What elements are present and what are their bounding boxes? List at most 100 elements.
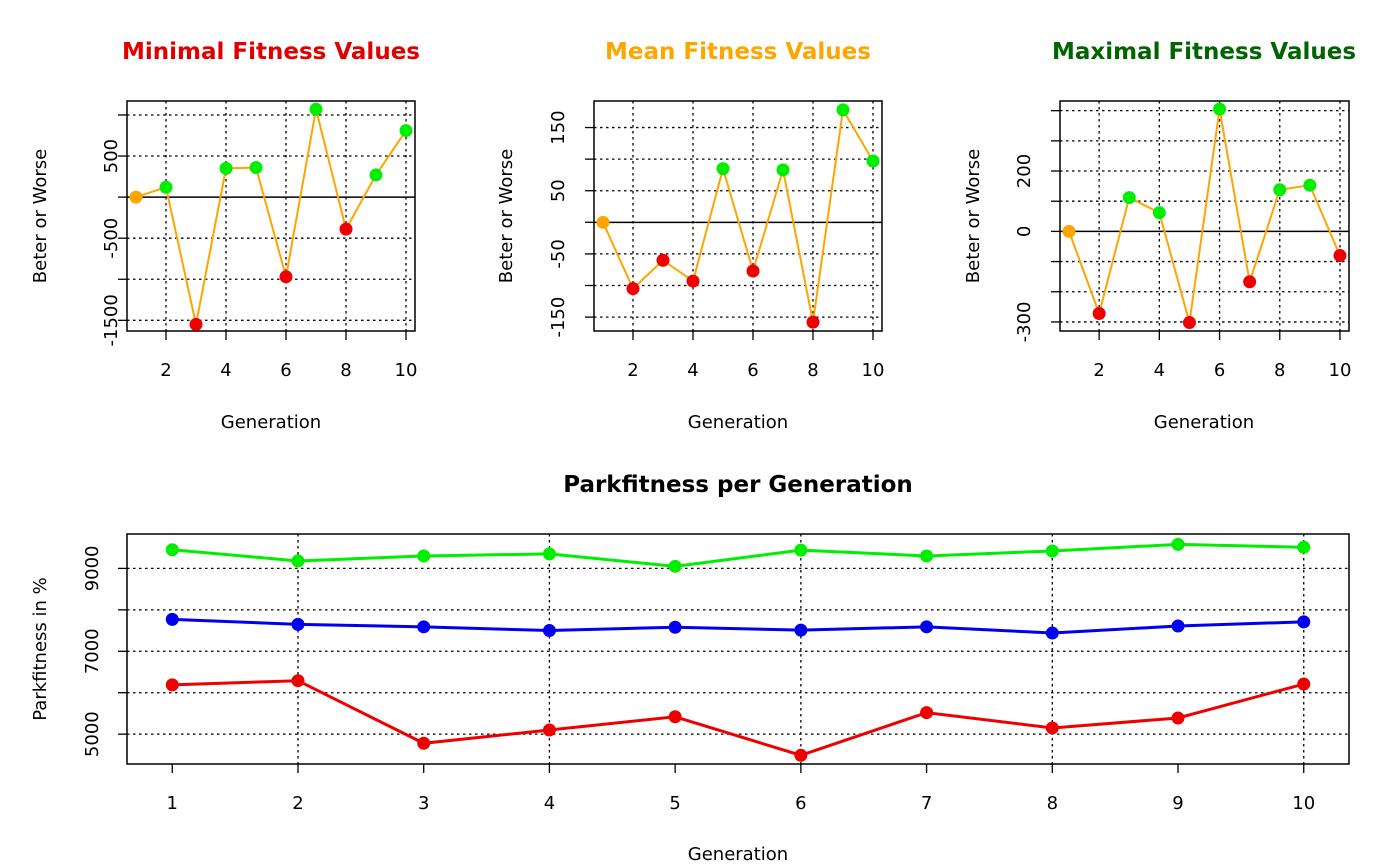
panel-mean-fitness: Mean Fitness Values Generation Beter or …: [496, 39, 884, 433]
data-point: [417, 549, 431, 563]
x-tick-label: 6: [747, 360, 758, 381]
x-tick-label: 6: [795, 793, 806, 814]
data-point: [776, 163, 790, 177]
x-tick-label: 2: [292, 793, 303, 814]
data-point: [369, 168, 383, 182]
plot-area: 2 4 6 8 10 -150 -50 50 150: [548, 100, 885, 381]
data-point: [1213, 102, 1227, 116]
series-line: [602, 106, 874, 323]
x-tick-label: 10: [862, 360, 885, 381]
data-point: [668, 710, 682, 724]
data-point: [542, 723, 556, 737]
data-point: [1182, 316, 1196, 330]
x-axis-label: Generation: [221, 412, 321, 433]
data-point: [159, 180, 173, 194]
y-tick-label: 200: [1014, 154, 1035, 188]
y-axis-label: Beter or Worse: [496, 149, 517, 283]
data-point: [656, 253, 670, 267]
data-point: [806, 315, 820, 329]
data-point: [716, 162, 730, 176]
x-tick-label: 2: [1093, 360, 1104, 381]
data-point: [1092, 306, 1106, 320]
data-point: [165, 678, 179, 692]
data-point: [1062, 224, 1076, 238]
data-point: [1045, 721, 1059, 735]
series-line: [172, 542, 1304, 568]
panel-minimal-fitness: Minimal Fitness Values Generation Beter …: [30, 39, 420, 433]
data-point: [920, 620, 934, 634]
data-point: [794, 543, 808, 557]
x-axis-label: Generation: [688, 844, 788, 865]
x-tick-label: 9: [1172, 793, 1183, 814]
y-axis-label: Beter or Worse: [963, 149, 984, 283]
data-point: [1303, 178, 1317, 192]
y-tick-label: 150: [548, 110, 569, 144]
y-tick-label: -150: [548, 297, 569, 338]
x-tick-label: 8: [1047, 793, 1058, 814]
data-point: [1297, 677, 1311, 691]
plot-area: 2 4 6 8 10 -1500 -500 500: [101, 100, 418, 381]
data-point: [626, 282, 640, 296]
y-tick-label: 0: [1014, 226, 1035, 237]
panel-maximal-fitness: Maximal Fitness Values Generation Beter …: [963, 39, 1356, 433]
x-tick-label: 10: [1292, 793, 1315, 814]
data-point: [836, 103, 850, 117]
x-tick-label: 4: [687, 360, 698, 381]
data-point: [417, 736, 431, 750]
data-point: [399, 124, 413, 138]
data-point: [866, 154, 880, 168]
x-tick-label: 10: [395, 360, 418, 381]
x-tick-label: 4: [1154, 360, 1165, 381]
data-point: [1273, 183, 1287, 197]
y-tick-label: 7000: [82, 628, 103, 674]
data-point: [1171, 619, 1185, 633]
series-line: [172, 617, 1304, 635]
y-tick-label: 9000: [82, 545, 103, 591]
plot-frame: [593, 100, 883, 332]
data-point: [1297, 615, 1311, 629]
panel-parkfitness: Parkfitness per Generation Generation Pa…: [30, 472, 1350, 865]
data-point: [1152, 206, 1166, 220]
y-tick-label: 5000: [82, 711, 103, 757]
x-tick-label: 8: [340, 360, 351, 381]
y-axis-label: Beter or Worse: [30, 149, 51, 283]
panel-title: Maximal Fitness Values: [1052, 39, 1356, 65]
data-point: [542, 624, 556, 638]
y-tick-label: 50: [548, 179, 569, 202]
x-tick-label: 10: [1329, 360, 1352, 381]
data-point: [165, 612, 179, 626]
data-point: [165, 543, 179, 557]
series-line: [1068, 108, 1341, 323]
data-point: [794, 748, 808, 762]
data-point: [219, 161, 233, 175]
data-point: [668, 620, 682, 634]
data-point: [1333, 249, 1347, 263]
x-tick-label: 1: [167, 793, 178, 814]
x-tick-label: 4: [544, 793, 555, 814]
x-tick-label: 4: [220, 360, 231, 381]
data-point: [291, 554, 305, 568]
series-line: [172, 679, 1305, 757]
plot-frame: [126, 533, 1350, 765]
data-point: [417, 620, 431, 634]
y-tick-label: -500: [101, 218, 122, 259]
data-point: [920, 706, 934, 720]
panel-title: Minimal Fitness Values: [122, 39, 420, 65]
data-point: [1122, 191, 1136, 205]
x-axis-label: Generation: [1154, 412, 1254, 433]
data-point: [1171, 711, 1185, 725]
x-tick-label: 6: [1214, 360, 1225, 381]
data-point: [668, 559, 682, 573]
x-tick-label: 5: [669, 793, 680, 814]
plot-frame: [126, 100, 416, 332]
x-axis-label: Generation: [688, 412, 788, 433]
plot-area: 2 4 6 8 10 -300 0 200: [1014, 100, 1352, 381]
data-point: [1297, 540, 1311, 554]
x-tick-label: 3: [418, 793, 429, 814]
data-point: [291, 674, 305, 688]
data-point: [279, 270, 293, 284]
y-tick-label: -1500: [101, 294, 122, 346]
y-tick-label: -50: [548, 239, 569, 268]
data-point: [596, 215, 610, 229]
data-point: [746, 264, 760, 278]
